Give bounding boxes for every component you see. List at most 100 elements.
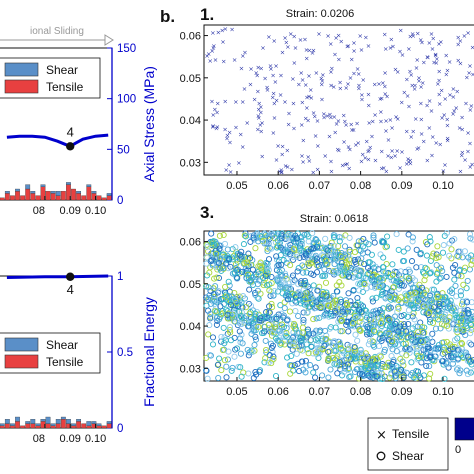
legend-tensile-swatch: [4, 79, 39, 94]
tensile-event-point: ×: [442, 161, 447, 169]
tensile-event-point: ×: [433, 51, 438, 59]
shear-event-point: [438, 321, 446, 328]
tensile-event-point: ×: [376, 80, 381, 88]
shear-event-point: [439, 294, 446, 301]
shear-event-point: [232, 244, 239, 251]
shear-event-point: [392, 375, 399, 382]
tensile-event-point: ×: [419, 116, 424, 124]
shear-event-point: [288, 232, 295, 239]
shear-event-point: [290, 253, 297, 260]
tensile-event-point: ×: [282, 98, 287, 106]
tensile-event-point: ×: [372, 80, 377, 88]
tensile-event-point: ×: [458, 59, 463, 67]
shear-event-point: [435, 316, 442, 323]
shear-event-point: [292, 239, 299, 246]
tensile-event-point: ×: [210, 122, 215, 130]
shear-event-point: [277, 302, 284, 309]
shear-event-point: [206, 292, 213, 299]
tensile-event-point: ×: [418, 100, 423, 108]
tensile-event-point: ×: [332, 51, 337, 59]
tensile-event-point: ×: [433, 50, 438, 58]
shear-event-point: [221, 340, 228, 347]
shear-event-point: [236, 328, 243, 335]
tensile-event-point: ×: [308, 86, 313, 94]
tensile-event-point: ×: [465, 129, 470, 137]
tensile-event-point: ×: [313, 132, 318, 140]
shear-event-point: [325, 374, 332, 381]
shear-bar: [66, 182, 71, 185]
shear-event-point: [405, 320, 412, 328]
shear-event-point: [242, 265, 249, 272]
tensile-event-point: ×: [214, 125, 219, 133]
shear-event-point: [433, 271, 441, 278]
bottom-left-marker-label: 4: [67, 282, 74, 297]
shear-event-point: [277, 272, 284, 279]
shear-event-point: [345, 290, 352, 297]
shear-event-point: [218, 367, 225, 374]
tensile-bar: [10, 195, 15, 201]
tensile-event-point: ×: [415, 29, 420, 37]
shear-event-point: [401, 257, 408, 265]
shear-event-point: [462, 264, 469, 271]
shear-event-point: [430, 286, 437, 293]
tensile-event-point: ×: [309, 94, 314, 102]
shear-event-point: [458, 273, 465, 280]
tensile-bar: [106, 195, 112, 201]
shear-event-point: [273, 253, 280, 260]
shear-event-point: [249, 266, 256, 273]
shear-event-point: [273, 256, 281, 263]
shear-event-point: [211, 275, 218, 282]
tensile-event-point: ×: [408, 133, 413, 141]
top-left-y-tick-label: 0: [117, 195, 123, 207]
tensile-event-point: ×: [383, 45, 388, 53]
tensile-event-point: ×: [216, 29, 221, 37]
shear-event-point: [444, 298, 451, 305]
tensile-event-point: ×: [304, 46, 309, 54]
shear-event-point: [350, 274, 357, 281]
shear-event-point: [267, 316, 275, 323]
shear-bar: [55, 191, 61, 196]
shear-event-point: [292, 294, 300, 301]
shear-event-point: [291, 362, 298, 369]
shear-event-point: [385, 337, 392, 344]
tensile-bar: [60, 191, 66, 201]
shear-event-point: [376, 375, 383, 382]
shear-event-point: [446, 240, 453, 247]
tensile-event-point: ×: [443, 95, 448, 103]
shear-event-point: [240, 241, 247, 248]
shear-event-point: [459, 254, 466, 261]
shear-event-point: [276, 268, 283, 276]
shear-event-point: [406, 346, 413, 353]
shear-event-point: [408, 281, 415, 288]
scatter-y-tick-label: 0.05: [180, 279, 201, 291]
tensile-event-point: ×: [304, 93, 309, 101]
shear-event-point: [288, 362, 296, 370]
shear-event-point: [451, 236, 458, 243]
tensile-event-point: ×: [421, 137, 426, 145]
tensile-event-point: ×: [285, 147, 290, 155]
tensile-event-point: ×: [353, 141, 358, 149]
shear-event-point: [220, 295, 227, 302]
shear-event-point: [401, 312, 408, 319]
shear-event-point: [211, 241, 218, 248]
shear-event-point: [280, 279, 287, 286]
tensile-event-point: ×: [427, 39, 432, 47]
sliding-label: ional Sliding: [30, 26, 84, 37]
shear-event-point: [441, 375, 448, 382]
shear-event-point: [274, 237, 281, 244]
shear-event-point: [408, 301, 415, 308]
tensile-event-point: ×: [434, 55, 439, 63]
shear-event-point: [323, 335, 330, 342]
shear-event-point: [427, 238, 434, 245]
tensile-event-point: ×: [278, 91, 283, 99]
shear-event-point: [425, 343, 432, 350]
shear-event-point: [216, 245, 223, 252]
shear-event-point: [405, 266, 412, 273]
shear-event-point: [386, 305, 393, 312]
shear-event-point: [211, 297, 218, 304]
shear-event-point: [390, 284, 397, 291]
shear-event-point: [421, 324, 428, 331]
tensile-event-point: ×: [345, 42, 350, 50]
shear-event-point: [236, 319, 243, 326]
tensile-event-point: ×: [398, 26, 403, 34]
